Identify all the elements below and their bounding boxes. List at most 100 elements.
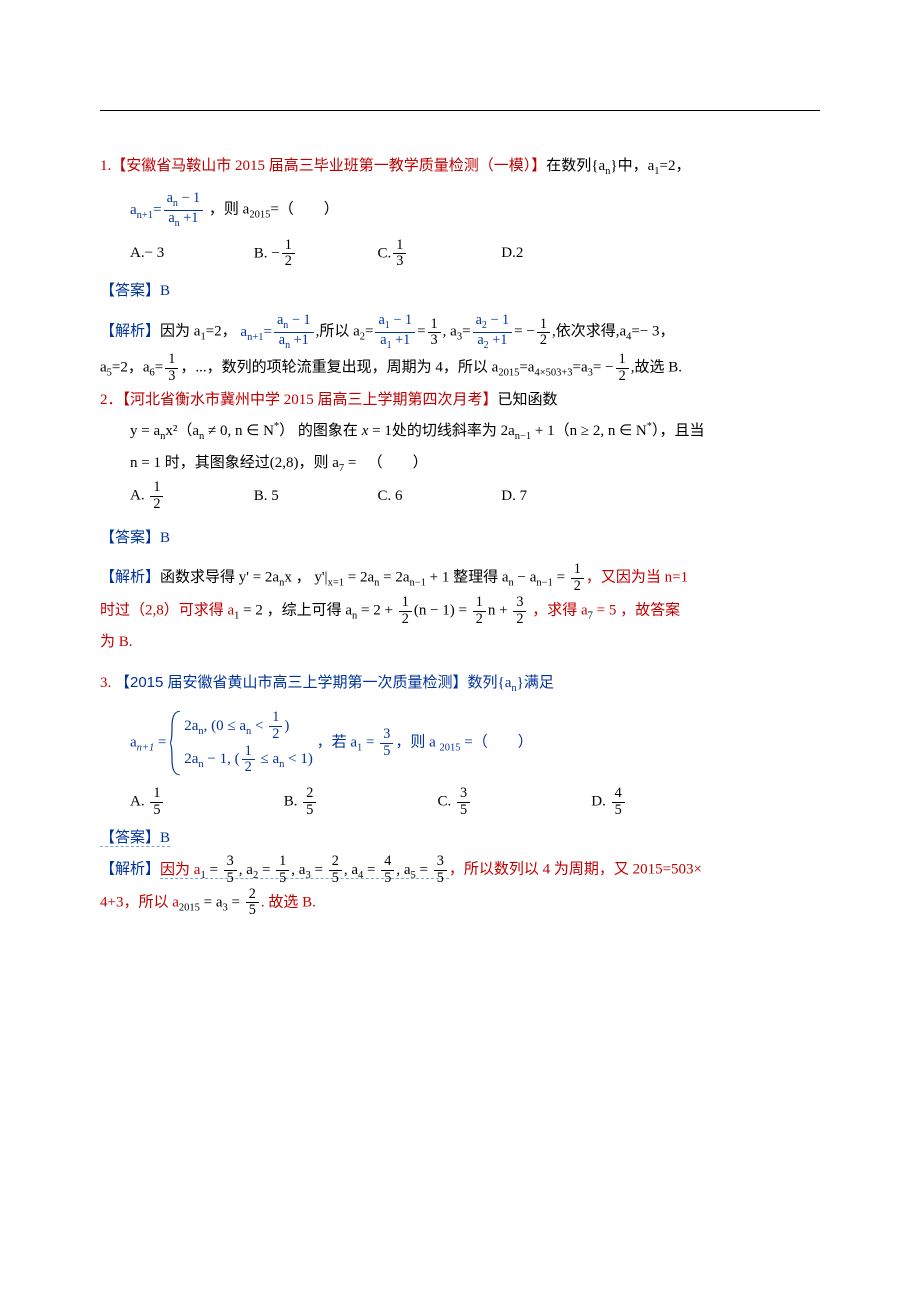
q1-answer: 【答案】B [100,276,820,308]
q3e2d: 5 [246,902,259,919]
q2e1h: ，又因为当 n=1 [586,570,688,586]
cases: 2an, (0 ≤ an < 12) 2an − 1, (12 ≤ an < 1… [184,710,313,776]
q3c2n: 1 [242,744,255,760]
q3oCd: 5 [457,802,470,819]
q2l2f: + 1（n ≥ 2, n ∈ N [531,423,647,439]
q3-exp-l2: 4+3，所以 a2015 = a3 = 25. 故选 B. [100,887,820,920]
q1-exp1: 因为 a [160,324,200,340]
q3v1d: 5 [224,870,237,887]
top-rule [100,110,820,111]
q3ab-frac: 35 [378,727,395,759]
q1-optC: C.13 [378,238,498,270]
q3c2b: − 1, ( [204,751,240,767]
q2oA-frac: 12 [148,480,165,512]
q3rl-s: n+1 [137,743,155,754]
q2-prefix: 2． [100,392,123,408]
sub-2015: 2015 [249,210,270,221]
q1-optB-frac: 12 [280,238,297,270]
q1-exp2eq: = [264,324,272,340]
q3c1-frac: 12 [267,710,284,742]
q2-optC: C. 6 [378,481,498,513]
q3c2c: ≤ a [257,751,279,767]
q3c1a: 2a [184,718,198,734]
q2l2a: y = a [130,423,160,439]
q2l3b: = （ ） [344,455,427,471]
q1-optC-pre: C. [378,245,392,261]
q3oBd: 5 [303,802,316,819]
q1-rec-frac: an − 1an +1 [162,191,206,230]
q3oDn: 4 [612,786,625,802]
q2e1fs: n−1 [536,578,552,589]
q2-line2: y = anx²（an ≠ 0, n ∈ N*） 的图象在 x = 1处的切线斜… [100,416,820,448]
q2l2e-s: n−1 [515,431,531,442]
q3-optC: C. 35 [438,786,588,818]
q1e3h: ,故选 B. [631,360,682,376]
q2-line1: 2．【河北省衡水市冀州中学 2015 届高三上学期第四次月考】已知函数 [100,385,820,417]
q3c1c: < [251,718,267,734]
q3oCn: 3 [457,786,470,802]
q3-line1: 3. 【2015 届安徽省黄山市高三上学期第一次质量检测】数列{an}满足 [100,667,820,700]
q1a2vd: 3 [428,332,441,349]
q1e3g: = − [593,360,614,376]
q3-optA: A. 15 [130,786,280,818]
q1-exp2-after: ,所以 a [316,324,360,340]
q2l2c: ≠ 0, n ∈ N [204,423,274,439]
q1e3b: =2，a [112,360,150,376]
q2e2c-frac: 12 [397,595,414,627]
q2e1xs: x=1 [328,578,344,589]
q1-rec-den-b: +1 [180,210,199,226]
q1-optB-num: 1 [282,238,295,254]
q1e3f: =a [573,360,588,376]
q2e2dd: 2 [473,611,486,628]
q2e2d: (n − 1) = [414,602,471,618]
case2: 2an − 1, (12 ≤ an < 1) [184,751,313,767]
q3v5: 35 [432,854,449,886]
q2-optA: A. 12 [130,480,250,512]
q3c1n: 1 [269,710,282,726]
piecewise-wrap: 2an, (0 ≤ an < 12) 2an − 1, (12 ≤ an < 1… [170,710,313,776]
q3e1c1: , a [239,862,253,878]
q3e1b5: = [416,862,432,878]
q1-optC-num: 1 [393,238,406,254]
q1-exp-l1: 【解析】因为 a1=2， an+1=an − 1an +1,所以 a2=a1 −… [100,313,820,352]
q1e2nb: − 1 [288,312,310,328]
q1-exp2-frac: an − 1an +1 [272,313,316,352]
q1-exp-l3: a5=2，a6=13，...，数列的项轮流重复出现，周期为 4，所以 a2015… [100,352,820,385]
q3-source: 【2015 届安徽省黄山市高三上学期第一次质量检测】 [115,674,468,691]
q3v2n: 1 [276,854,289,870]
q1a2vn: 1 [428,317,441,333]
q1-exp2-eq2: = [365,324,373,340]
q1-exp-rec: an+1=an − 1an +1 [240,324,315,340]
case1: 2an, (0 ≤ an < 12) [184,718,289,734]
q3ac: ，则 a [395,735,439,751]
q3-answer: 【答案】B [100,823,820,855]
q3e1b4: = [363,862,379,878]
q3oAd: 5 [150,802,163,819]
q3ep: 【解析】 [100,862,160,878]
q1e3-frac: 13 [163,352,180,384]
q3v5n: 3 [434,854,447,870]
q3v1n: 3 [224,854,237,870]
q3e1b3: = [311,862,327,878]
q1-rec-eq: = [153,202,161,218]
q3e1d: ，所以数列以 4 为周期，又 2015=503× [449,862,702,878]
q3-intro-a: 数列{a [468,675,512,691]
q3e1a: 因为 a [160,862,200,878]
q1e3c: = [155,360,163,376]
q2e2cd: 2 [399,611,412,628]
q1-optB: B. −12 [254,238,374,270]
q2e2a: 时过（2,8）可求得 a [100,602,234,618]
q3oD-frac: 45 [610,786,627,818]
q2e1: 函数求导得 y' = 2a [160,570,279,586]
q3aa: ，若 a [317,735,357,751]
sub-np1: n+1 [137,210,153,221]
q1e3e: =a [519,360,534,376]
q1-exp1b: =2， [206,324,237,340]
q1-rec: an+1=an − 1an +1 [130,202,209,218]
q3e1b2: = [258,862,274,878]
q3rl: a [130,735,137,751]
brace-icon [170,710,182,776]
q2-intro: 已知函数 [498,392,558,408]
q2l2g: ），且当 [652,423,705,439]
q1a3nb: − 1 [487,312,509,328]
